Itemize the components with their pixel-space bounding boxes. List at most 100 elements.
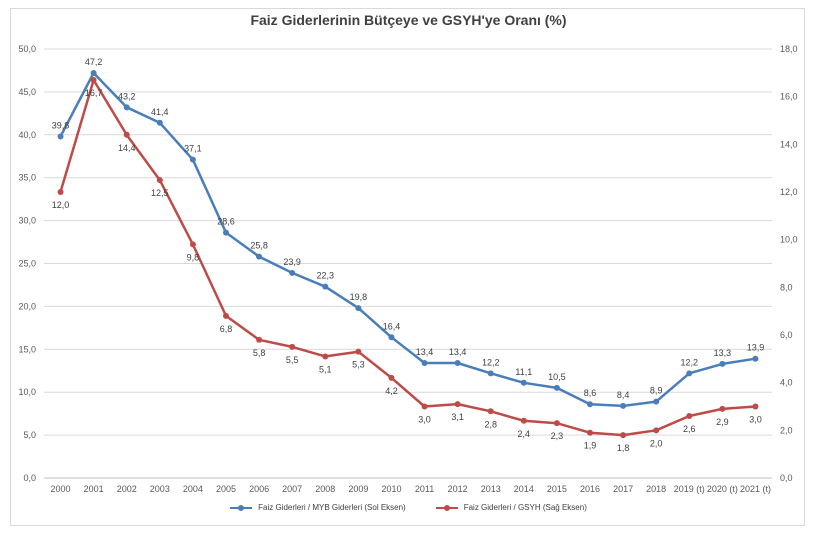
right-axis-tick-label: 10,0 [780,235,798,245]
data-label: 2,3 [551,431,564,441]
data-point [223,229,229,236]
data-point [520,379,527,386]
left-axis-tick-label: 40,0 [18,130,36,140]
data-point [156,119,163,126]
data-label: 2,8 [484,419,497,429]
data-point [454,360,461,367]
x-axis-tick-label: 2007 [282,484,302,494]
data-point [355,305,362,312]
x-axis-tick-label: 2004 [183,484,203,494]
x-axis-tick-label: 2015 [547,484,567,494]
data-point [256,336,263,343]
data-label: 8,4 [617,390,630,400]
chart-legend: Faiz Giderleri / MYB Giderleri (Sol Ekse… [0,503,817,512]
data-point [189,241,196,248]
data-point [388,374,395,381]
data-label: 22,3 [317,271,335,281]
right-axis-tick-label: 14,0 [780,139,798,149]
x-axis-tick-label: 2021 (t) [740,484,771,494]
x-axis-tick-label: 2000 [51,484,71,494]
series-line-left [59,71,756,408]
data-label: 13,4 [449,347,467,357]
data-point [686,370,693,377]
data-point [553,384,560,391]
data-point [322,283,329,290]
data-label: 37,1 [184,144,202,154]
left-axis-tick-label: 30,0 [18,216,36,226]
data-point [653,427,660,434]
data-label: 2,0 [650,438,663,448]
data-label: 11,1 [515,367,532,377]
x-axis-tick-label: 2001 [84,484,104,494]
data-point [223,312,229,319]
left-axis-tick-label: 35,0 [18,173,36,183]
data-label: 19,8 [350,292,368,302]
data-point [57,189,64,195]
x-axis-tick-label: 2014 [514,484,534,494]
data-point [752,355,759,362]
x-axis-tick-label: 2017 [613,484,633,494]
x-axis-tick-label: 2018 [646,484,666,494]
data-label: 39,8 [52,121,70,131]
data-label: 13,3 [714,348,732,358]
left-axis-tick-label: 20,0 [18,301,36,311]
chart-frame [10,8,805,526]
data-label: 2,6 [683,424,696,434]
x-axis-tick-label: 2009 [348,484,368,494]
left-axis-tick-label: 0,0 [23,473,36,483]
data-point [57,133,64,140]
data-label: 5,8 [253,348,266,358]
data-label: 3,0 [418,415,431,425]
right-axis-tick-label: 12,0 [780,187,798,197]
data-label: 6,8 [220,324,233,334]
data-point [487,370,494,377]
left-axis-tick-label: 45,0 [18,87,36,97]
data-point [487,408,494,415]
data-point [123,104,130,111]
x-axis-tick-label: 2016 [580,484,600,494]
data-label: 3,0 [749,415,762,425]
data-label: 3,1 [451,412,464,422]
right-axis-tick-label: 8,0 [780,282,793,292]
data-point [421,360,428,367]
data-label: 1,9 [584,441,597,451]
data-label: 8,9 [650,386,663,396]
right-axis-tick-label: 0,0 [780,473,793,483]
data-label: 5,5 [286,355,299,365]
data-point [620,432,627,439]
data-point [355,348,362,355]
data-point [653,398,660,405]
x-axis-tick-label: 2008 [315,484,335,494]
data-point [189,156,196,163]
data-label: 47,2 [85,57,103,67]
legend-item-left-series: Faiz Giderleri / MYB Giderleri (Sol Ekse… [230,503,406,512]
data-label: 2,9 [716,417,729,427]
right-axis-tick-label: 4,0 [780,378,793,388]
legend-swatch-left-series [230,504,253,511]
series-line-right [59,78,756,437]
data-label: 43,2 [118,91,136,101]
data-label: 4,2 [385,386,398,396]
right-axis-tick-label: 16,0 [780,92,798,102]
x-axis-tick-label: 2011 [415,484,434,494]
legend-item-right-series: Faiz Giderleri / GSYH (Sağ Eksen) [435,503,587,512]
x-axis-tick-label: 2006 [249,484,269,494]
legend-swatch-right-series [435,504,458,511]
left-axis-tick-label: 50,0 [18,44,36,54]
data-label: 23,9 [283,257,301,267]
data-point [454,401,461,408]
data-label: 2,4 [518,429,531,439]
data-point [388,334,395,341]
right-axis-tick-label: 2,0 [780,425,793,435]
data-point [620,402,627,409]
data-point [553,420,560,427]
data-point [90,76,97,83]
data-point [686,413,693,420]
x-axis-tick-label: 2019 (t) [674,484,705,494]
data-label: 12,0 [52,200,70,210]
x-axis-tick-label: 2013 [481,484,501,494]
data-label: 1,8 [617,443,630,453]
x-axis-tick-label: 2020 (t) [707,484,738,494]
legend-label-left-series: Faiz Giderleri / MYB Giderleri (Sol Ekse… [258,503,406,512]
